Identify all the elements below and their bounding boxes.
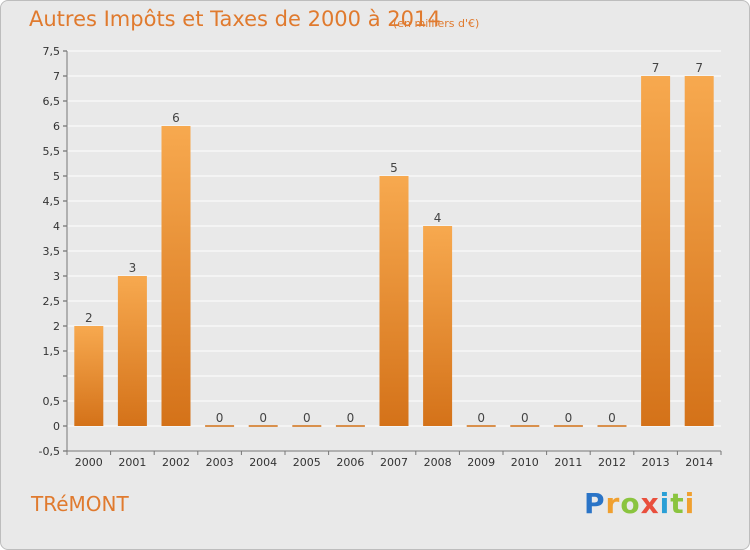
logo-letter: i [684, 487, 696, 520]
x-tick-label: 2008 [424, 456, 452, 469]
y-tick-label: -0,5 [39, 445, 60, 458]
data-label: 5 [390, 161, 398, 175]
bar [641, 76, 671, 426]
data-label: 0 [216, 411, 224, 425]
data-label: 0 [521, 411, 529, 425]
data-label: 2 [85, 311, 93, 325]
bar [379, 176, 409, 426]
chart-title: Autres Impôts et Taxes de 2000 à 2014 [29, 7, 441, 31]
data-label: 3 [129, 261, 137, 275]
logo-letter: t [670, 487, 685, 520]
y-tick-label: 7 [53, 70, 60, 83]
y-tick-label: 5,5 [43, 145, 61, 158]
logo-letter: i [659, 487, 671, 520]
data-label: 7 [695, 61, 703, 75]
x-tick-label: 2003 [206, 456, 234, 469]
data-label: 4 [434, 211, 442, 225]
y-tick-label: 6 [53, 120, 60, 133]
y-tick-label: 2,5 [43, 295, 61, 308]
logo-letter: o [620, 487, 641, 520]
data-label: 0 [477, 411, 485, 425]
x-tick-label: 2014 [685, 456, 713, 469]
bars [74, 76, 714, 427]
bar [684, 76, 714, 426]
x-tick-label: 2013 [642, 456, 670, 469]
x-tick-label: 2010 [511, 456, 539, 469]
x-tick-label: 2006 [336, 456, 364, 469]
x-tick-label: 2001 [118, 456, 146, 469]
data-label: 7 [652, 61, 660, 75]
y-tick-label: 0,5 [43, 395, 61, 408]
data-label: 0 [303, 411, 311, 425]
bar [423, 226, 453, 426]
proxiti-logo[interactable]: Proxiti [584, 487, 695, 520]
logo-letter: x [640, 487, 660, 520]
bar [161, 126, 191, 426]
y-tick-label: 0 [53, 420, 60, 433]
y-tick-label: 3,5 [43, 245, 61, 258]
y-tick-label: 2 [53, 320, 60, 333]
data-label: 0 [347, 411, 355, 425]
y-tick-label: 3 [53, 270, 60, 283]
commune-name: TRéMONT [31, 492, 129, 516]
x-tick-label: 2012 [598, 456, 626, 469]
bar [117, 276, 147, 426]
x-tick-label: 2005 [293, 456, 321, 469]
y-tick-label: 5 [53, 170, 60, 183]
data-labels: 2 3 6 0 0 0 0 5 4 0 0 0 0 7 7 [85, 61, 703, 425]
data-label: 0 [565, 411, 573, 425]
x-tick-label: 2000 [75, 456, 103, 469]
logo-letter: r [605, 487, 621, 520]
data-label: 0 [259, 411, 267, 425]
logo-letter: P [584, 487, 606, 520]
chart-subtitle: (en milliers d'€) [393, 17, 480, 30]
data-label: 6 [172, 111, 180, 125]
data-label: 0 [608, 411, 616, 425]
x-tick-label: 2002 [162, 456, 190, 469]
y-tick-label: 4 [53, 220, 60, 233]
x-tick-label: 2009 [467, 456, 495, 469]
y-tick-label: 6,5 [43, 95, 61, 108]
y-tick-label: 4,5 [43, 195, 61, 208]
bar [74, 326, 104, 426]
y-tick-label: 7,5 [43, 45, 61, 58]
x-tick-label: 2007 [380, 456, 408, 469]
x-tick-label: 2011 [554, 456, 582, 469]
x-tick-label: 2004 [249, 456, 277, 469]
y-tick-label: 1,5 [43, 345, 61, 358]
